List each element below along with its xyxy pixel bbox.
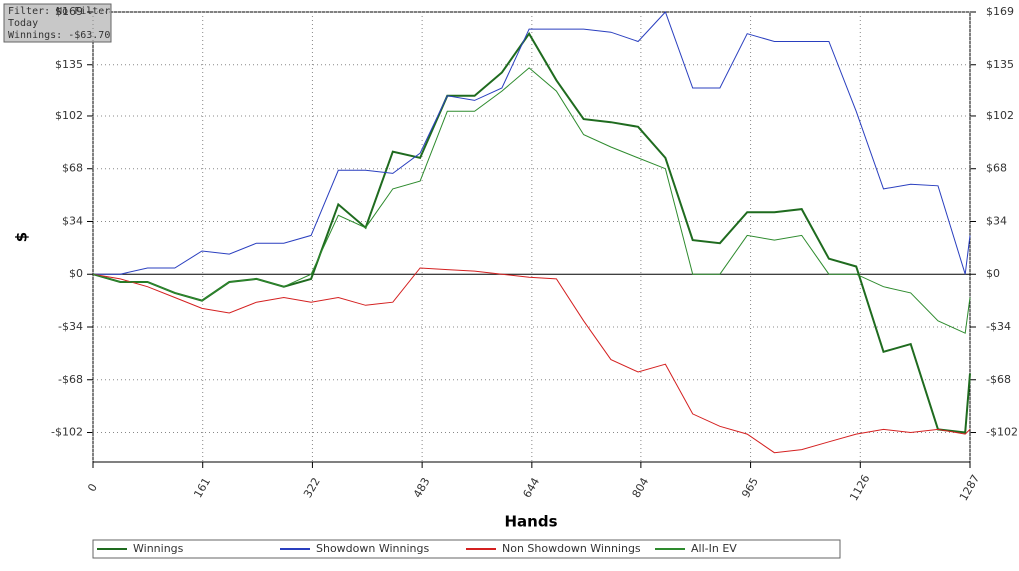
legend-label: Winnings xyxy=(133,542,184,555)
x-tick-label: 0 xyxy=(85,481,100,494)
y-tick-label: $68 xyxy=(62,162,83,175)
x-tick-label: 1126 xyxy=(847,472,872,503)
y2-tick-label: -$34 xyxy=(986,320,1011,333)
x-tick-label: 804 xyxy=(630,475,652,500)
info-box: Filter: No Filter Today Winnings: -$63.7… xyxy=(3,3,112,43)
y2-tick-label: $68 xyxy=(986,162,1007,175)
y-tick-label: $135 xyxy=(55,58,83,71)
y-tick-label: -$34 xyxy=(58,320,83,333)
x-tick-label: 644 xyxy=(521,475,543,500)
y2-tick-label: $169 xyxy=(986,5,1014,18)
x-tick-label: 322 xyxy=(301,475,323,500)
y2-tick-label: $0 xyxy=(986,267,1000,280)
series-line xyxy=(92,67,971,334)
series-line xyxy=(92,267,971,454)
y-axis-label: $ xyxy=(13,232,31,242)
y2-tick-label: -$102 xyxy=(986,426,1018,439)
y2-tick-label: $135 xyxy=(986,58,1014,71)
y-tick-label: $0 xyxy=(69,267,83,280)
info-text: Filter: No Filter xyxy=(8,6,110,17)
info-text: Today xyxy=(8,18,38,29)
y2-tick-label: $102 xyxy=(986,109,1014,122)
legend-label: All-In EV xyxy=(691,542,737,555)
y-tick-label: -$102 xyxy=(51,426,83,439)
y2-tick-label: -$68 xyxy=(986,373,1011,386)
y-tick-label: $102 xyxy=(55,109,83,122)
info-box-bg xyxy=(3,3,112,43)
series-line xyxy=(93,11,971,275)
y-tick-label: $169 xyxy=(55,5,83,18)
x-tick-label: 1287 xyxy=(957,472,982,503)
info-text: Winnings: -$63.70 xyxy=(8,30,110,41)
y-tick-label: -$68 xyxy=(58,373,83,386)
legend-label: Non Showdown Winnings xyxy=(502,542,641,555)
legend-label: Showdown Winnings xyxy=(316,542,430,555)
x-tick-label: 965 xyxy=(739,475,761,500)
y-tick-label: $34 xyxy=(62,214,83,227)
x-axis-label: Hands xyxy=(504,513,557,531)
y2-tick-label: $34 xyxy=(986,214,1007,227)
x-tick-label: 161 xyxy=(191,475,213,500)
x-tick-label: 483 xyxy=(411,475,433,500)
